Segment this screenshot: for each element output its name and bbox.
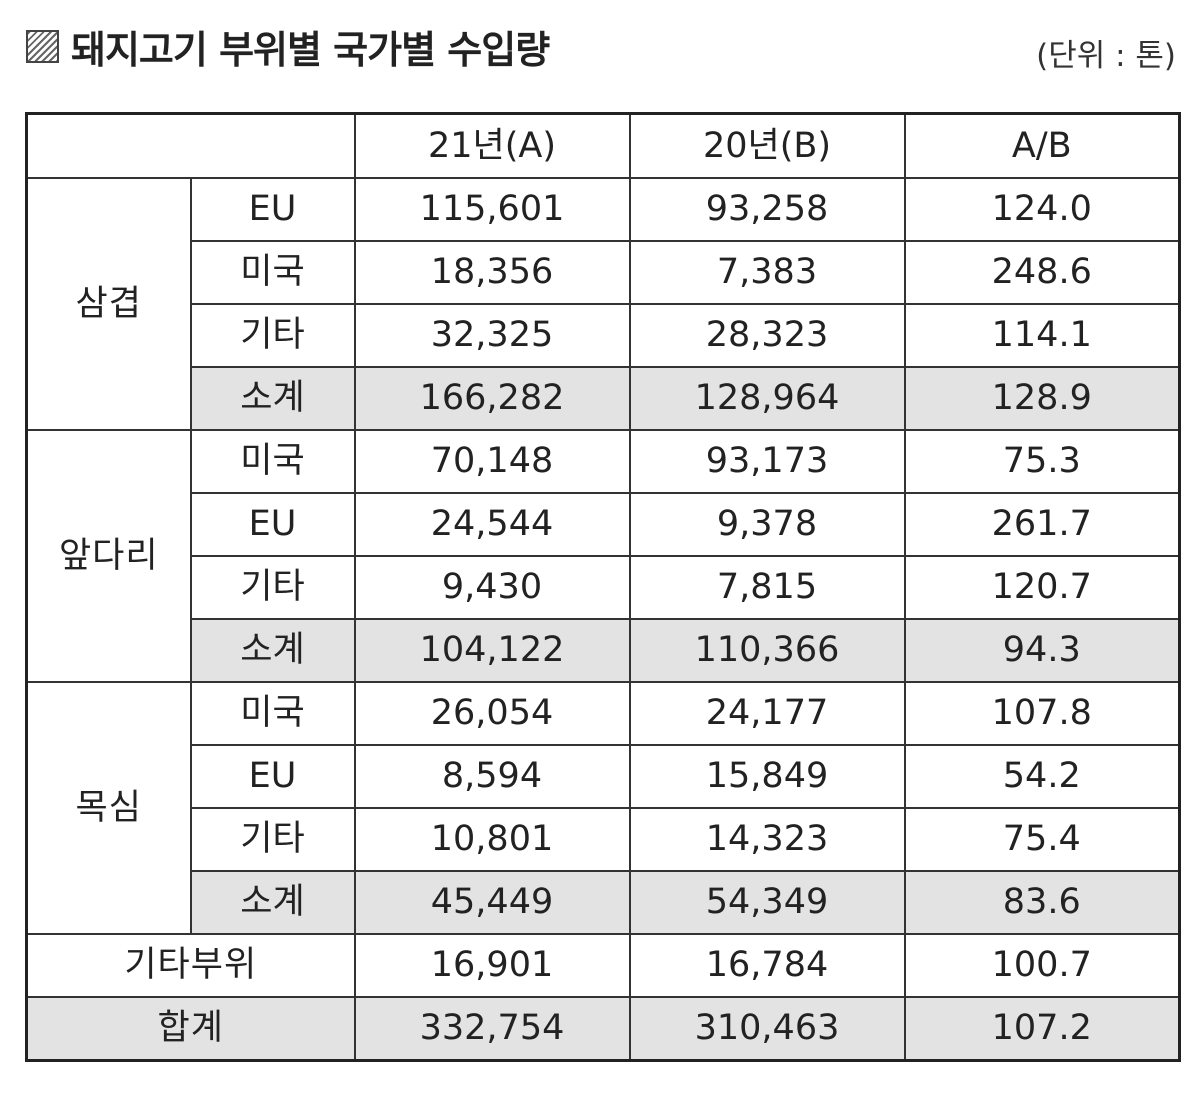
- cell-a: 8,594: [353, 744, 631, 809]
- header-blank-cell: [25, 112, 356, 179]
- table-row: 앞다리 미국 70,148 93,173 75.3: [25, 429, 1181, 683]
- row-label: 기타: [189, 807, 356, 872]
- cell-a: 104,122: [353, 618, 631, 683]
- cell-b: 54,349: [628, 870, 906, 935]
- cell-ratio: 75.3: [903, 429, 1181, 494]
- cell-ratio: 83.6: [903, 870, 1181, 935]
- row-label: 미국: [189, 240, 356, 305]
- cell-a: 32,325: [353, 303, 631, 368]
- cell-a: 332,754: [353, 996, 631, 1062]
- cell-b: 16,784: [628, 933, 906, 998]
- subtotal-label: 소계: [189, 870, 356, 935]
- group-label-samgyeop: 삼겹: [25, 177, 192, 431]
- cell-a: 26,054: [353, 681, 631, 746]
- row-label: 미국: [189, 429, 356, 494]
- cell-b: 9,378: [628, 492, 906, 557]
- subtotal-label: 소계: [189, 366, 356, 431]
- header-row: 21년(A) 20년(B) A/B: [25, 112, 1181, 179]
- cell-b: 7,383: [628, 240, 906, 305]
- row-label: EU: [189, 177, 356, 242]
- header-col-a: 21년(A): [353, 112, 631, 179]
- group-label-apdari: 앞다리: [25, 429, 192, 683]
- cell-b: 93,173: [628, 429, 906, 494]
- hatched-square-icon: [26, 29, 59, 63]
- cell-b: 14,323: [628, 807, 906, 872]
- subtotal-row: 소계 45,449 54,349 83.6: [27, 870, 1181, 935]
- table-row: 미국 18,356 7,383 248.6: [27, 240, 1181, 305]
- cell-ratio: 248.6: [903, 240, 1181, 305]
- cell-a: 10,801: [353, 807, 631, 872]
- cell-ratio: 107.8: [903, 681, 1181, 746]
- cell-ratio: 261.7: [903, 492, 1181, 557]
- cell-ratio: 124.0: [903, 177, 1181, 242]
- subtotal-row: 소계 104,122 110,366 94.3: [27, 618, 1181, 683]
- cell-b: 15,849: [628, 744, 906, 809]
- title-bar: 돼지고기 부위별 국가별 수입량: [26, 18, 550, 74]
- row-label: EU: [189, 492, 356, 557]
- cell-ratio: 114.1: [903, 303, 1181, 368]
- cell-b: 28,323: [628, 303, 906, 368]
- cell-b: 24,177: [628, 681, 906, 746]
- total-label: 합계: [25, 996, 356, 1062]
- cell-ratio: 94.3: [903, 618, 1181, 683]
- cell-a: 16,901: [353, 933, 631, 998]
- cell-a: 45,449: [353, 870, 631, 935]
- row-label: EU: [189, 744, 356, 809]
- cell-a: 24,544: [353, 492, 631, 557]
- cell-ratio: 54.2: [903, 744, 1181, 809]
- table-row: 삼겹 EU 115,601 93,258 124.0: [25, 177, 1181, 431]
- table-row: 기타 32,325 28,323 114.1: [27, 303, 1181, 368]
- other-parts-label: 기타부위: [25, 933, 356, 998]
- row-label: 기타: [189, 303, 356, 368]
- cell-b: 93,258: [628, 177, 906, 242]
- row-label: 미국: [189, 681, 356, 746]
- other-parts-row: 기타부위 16,901 16,784 100.7: [25, 933, 1181, 998]
- table-row: EU 8,594 15,849 54.2: [27, 744, 1181, 809]
- cell-a: 70,148: [353, 429, 631, 494]
- cell-ratio: 128.9: [903, 366, 1181, 431]
- table-row: 기타 9,430 7,815 120.7: [27, 555, 1181, 620]
- unit-label: (단위 : 톤): [1036, 38, 1176, 74]
- total-row: 합계 332,754 310,463 107.2: [25, 996, 1181, 1062]
- header-col-b: 20년(B): [628, 112, 906, 179]
- cell-b: 310,463: [628, 996, 906, 1062]
- cell-b: 110,366: [628, 618, 906, 683]
- cell-b: 128,964: [628, 366, 906, 431]
- cell-a: 115,601: [353, 177, 631, 242]
- cell-a: 18,356: [353, 240, 631, 305]
- cell-ratio: 75.4: [903, 807, 1181, 872]
- subtotal-row: 소계 166,282 128,964 128.9: [27, 366, 1181, 431]
- table-row: EU 24,544 9,378 261.7: [27, 492, 1181, 557]
- table-row: 목심 미국 26,054 24,177 107.8: [25, 681, 1181, 935]
- cell-b: 7,815: [628, 555, 906, 620]
- group-label-moksim: 목심: [25, 681, 192, 935]
- import-volume-table: 21년(A) 20년(B) A/B 삼겹 EU 115,601 93,258 1…: [25, 112, 1181, 1062]
- row-label: 기타: [189, 555, 356, 620]
- cell-a: 9,430: [353, 555, 631, 620]
- page-title: 돼지고기 부위별 국가별 수입량: [71, 27, 550, 72]
- subtotal-label: 소계: [189, 618, 356, 683]
- table-row: 기타 10,801 14,323 75.4: [27, 807, 1181, 872]
- cell-ratio: 107.2: [903, 996, 1181, 1062]
- cell-ratio: 100.7: [903, 933, 1181, 998]
- header-col-ratio: A/B: [903, 112, 1181, 179]
- cell-ratio: 120.7: [903, 555, 1181, 620]
- cell-a: 166,282: [353, 366, 631, 431]
